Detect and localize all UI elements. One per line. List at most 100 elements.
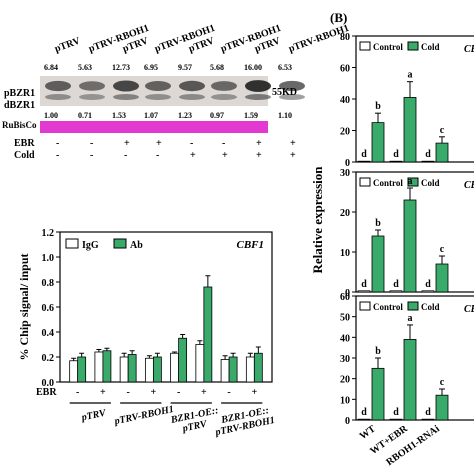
ratio-top: 9.57 [178,63,192,72]
cold-sign: - [124,150,127,161]
cold-sign: - [90,150,93,161]
legend-label-cold: Cold [421,178,440,188]
chip-ebr-sign: - [227,387,230,398]
expr-sig-letter: d [361,407,367,418]
chip-ebr-sign: + [251,387,257,398]
cold-sign: + [190,150,196,161]
blot-band-upper [245,80,271,92]
blot-band-lower [45,94,71,100]
expr-bar-cold [371,367,385,421]
cold-label: Cold [14,150,35,161]
legend-label-cold: Cold [421,42,440,52]
expr-ytick-label: 10 [340,395,350,406]
blot-band-lower [179,94,205,100]
expr-sig-letter: d [393,279,399,290]
ratio-bottom: 1.59 [244,111,258,120]
legend-swatch-control [359,301,371,311]
expr-sig-letter: b [375,101,381,112]
expr-ytick-label: 10 [340,248,350,259]
expr-bar-control [421,418,435,421]
legend-swatch-ab [113,238,127,249]
cold-sign: + [290,150,296,161]
chip-ytick-label: 1.0 [42,253,55,264]
expr-ytick-label: 20 [340,208,350,219]
band-label-dbzr1: dBZR1 [4,100,35,111]
chip-bar-ab [152,356,162,383]
ratio-top: 12.73 [112,63,130,72]
ratio-bottom: 1.10 [278,111,292,120]
panel-b-ylabel: Relative expression [310,166,325,274]
expr-ytick-label: 60 [340,292,350,303]
expr-sig-letter: a [408,176,413,187]
chip-bar-ab [178,337,188,383]
loading-label: RuBisCo [2,120,37,130]
blot-band-lower [145,94,171,100]
chip-group-label: pTRV-RBOH1 [113,404,175,428]
legend-swatch-control [359,177,371,187]
expr-ytick-label: 20 [340,375,350,386]
ratio-top: 6.95 [144,63,158,72]
cold-sign: + [222,150,228,161]
blot-band-upper [179,80,205,92]
lane-label: pTRV [53,35,82,55]
expr-bar-cold [403,338,417,421]
chip-ebr-sign: - [177,387,180,398]
chip-bar-ab [203,286,213,383]
ebr-sign: + [256,138,262,149]
legend-label-control: Control [373,302,403,312]
expr-sig-letter: c [440,125,445,136]
blot-band-upper [211,81,237,91]
blot-membrane [40,76,268,106]
chip-bar-igg [119,356,129,383]
size-label: 55KD [272,87,297,98]
chip-bar-igg [220,359,230,383]
ratio-bottom: 1.07 [144,111,158,120]
chip-title: CBF1 [236,239,264,251]
ratio-bottom: 1.53 [112,111,126,120]
expr-sig-letter: c [440,244,445,255]
expr-sig-letter: d [393,407,399,418]
chip-ebr-label: EBR [36,387,57,398]
ratio-top: 5.68 [210,63,224,72]
expr-bar-control [389,418,403,421]
chip-bar-igg [94,351,104,383]
ebr-sign: + [124,138,130,149]
blot-band-lower [79,94,105,100]
expr-bar-cold [435,142,449,163]
legend-swatch-control [359,41,371,51]
ratio-top: 6.53 [278,63,292,72]
chip-ytick-label: 0.4 [42,328,55,339]
expr-bar-cold [371,122,385,163]
expr-bar-control [357,160,371,163]
legend-label-ab: Ab [130,240,143,251]
legend-swatch-cold [407,301,419,311]
ratio-top: 5.63 [78,63,92,72]
expr-ytick-label: 0 [345,288,350,299]
chip-bar-igg [170,352,180,383]
legend-label-control: Control [373,42,403,52]
expr-ytick-label: 40 [340,333,350,344]
cold-sign: - [56,150,59,161]
chip-ebr-sign: - [126,387,129,398]
expr-sig-letter: d [425,149,431,160]
expr-sig-letter: c [440,377,445,388]
ebr-sign: - [56,138,59,149]
blot-band-lower [211,94,237,100]
expr-bar-control [357,418,371,421]
chip-ebr-sign: + [201,387,207,398]
panel-b-label: (B) [330,10,347,25]
legend-label-igg: IgG [82,240,99,251]
expr-ytick-label: 80 [340,32,350,43]
blot-band-lower [279,94,305,100]
blot-band-upper [79,81,105,91]
ratio-bottom: 1.00 [44,111,58,120]
chip-bar-ab [253,352,263,383]
expr-sig-letter: b [375,218,381,229]
expr-bar-cold [435,394,449,421]
expr-sig-letter: a [408,313,413,324]
blot-band-upper [45,80,71,92]
expr-ytick-label: 30 [340,168,350,179]
expr-title: CBF2 [464,180,474,191]
legend-swatch-cold [407,41,419,51]
chip-ytick-label: 1.2 [42,228,55,239]
